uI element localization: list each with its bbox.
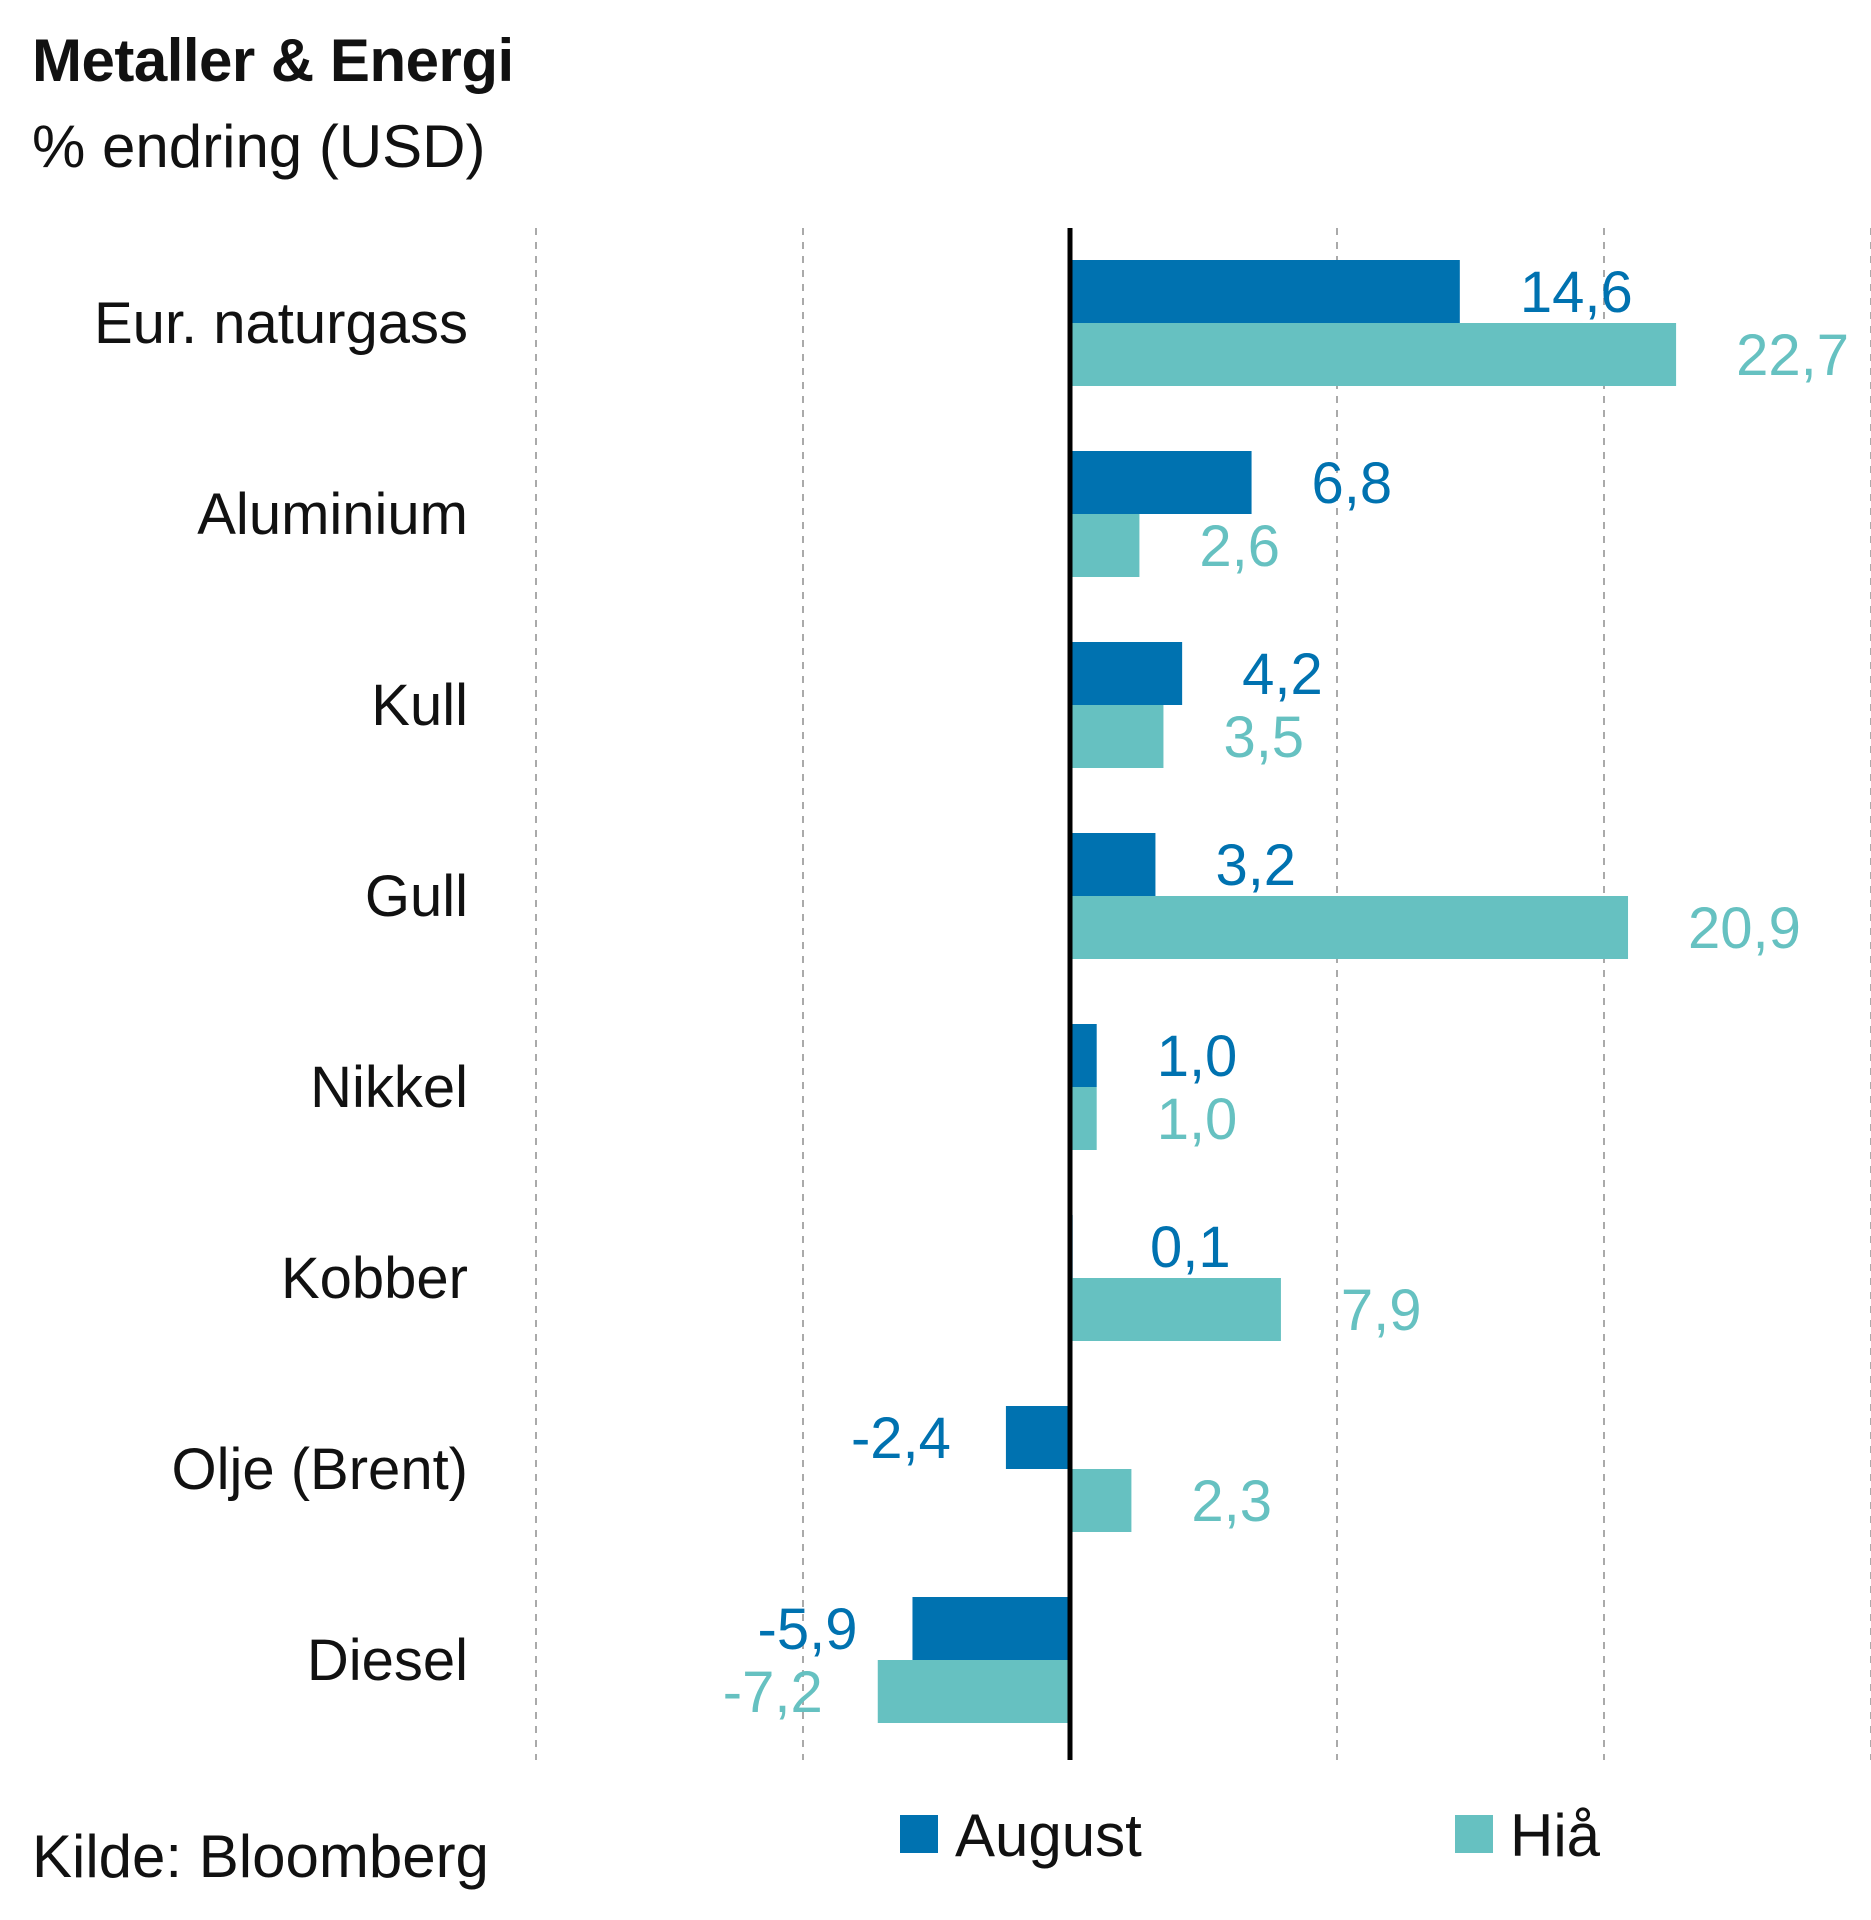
grid-lines [535, 228, 1871, 1760]
bar-august [1070, 451, 1252, 514]
category-label: Kobber [281, 1246, 468, 1311]
value-label: -7,2 [723, 1660, 823, 1725]
category-label: Olje (Brent) [171, 1437, 468, 1502]
value-label: 7,9 [1341, 1278, 1422, 1343]
bar-hia [877, 1660, 1070, 1723]
value-label: -5,9 [758, 1597, 858, 1662]
value-label: 2,3 [1191, 1469, 1272, 1534]
value-label: 3,5 [1223, 705, 1304, 770]
bar-august [1005, 1406, 1070, 1469]
value-label: 4,2 [1242, 642, 1323, 707]
bar-hia [1070, 705, 1164, 768]
bar-august [1070, 642, 1183, 705]
value-label: 6,8 [1312, 451, 1393, 516]
value-label: 20,9 [1688, 896, 1801, 961]
legend-swatch-hia [1455, 1815, 1493, 1853]
value-label: 2,6 [1199, 514, 1280, 579]
source-note: Kilde: Bloomberg [32, 1823, 489, 1890]
category-label: Diesel [307, 1628, 468, 1693]
labels: Eur. naturgass 14,6 22,7 Aluminium 6,8 2,6 Kul… [94, 260, 1849, 1725]
bar-august [1070, 260, 1460, 323]
legend-label-august: August [955, 1802, 1142, 1869]
legend-swatch-august [900, 1815, 938, 1853]
category-label: Nikkel [310, 1055, 468, 1120]
legend: August Hiå [900, 1802, 1601, 1869]
chart-title: Metaller & Energi [32, 27, 514, 94]
value-label: 0,1 [1150, 1215, 1231, 1280]
category-label: Aluminium [197, 482, 468, 547]
bar-hia [1070, 1087, 1097, 1150]
category-label: Eur. naturgass [94, 291, 468, 356]
value-label: 1,0 [1157, 1024, 1238, 1089]
value-label: 22,7 [1736, 323, 1849, 388]
bar-hia [1070, 1278, 1281, 1341]
legend-label-hia: Hiå [1510, 1802, 1601, 1869]
bar-hia [1070, 896, 1629, 959]
chart-subtitle: % endring (USD) [32, 113, 486, 180]
bar-august [912, 1597, 1070, 1660]
bar-hia [1070, 514, 1140, 577]
value-label: 1,0 [1157, 1087, 1238, 1152]
value-label: -2,4 [851, 1406, 951, 1471]
bar-august [1070, 1024, 1097, 1087]
category-label: Kull [371, 673, 468, 738]
category-label: Gull [365, 864, 468, 929]
bar-hia [1070, 323, 1677, 386]
bar-hia [1070, 1469, 1132, 1532]
value-label: 14,6 [1520, 260, 1633, 325]
bar-august [1070, 833, 1156, 896]
value-label: 3,2 [1215, 833, 1296, 898]
bars [877, 260, 1677, 1723]
